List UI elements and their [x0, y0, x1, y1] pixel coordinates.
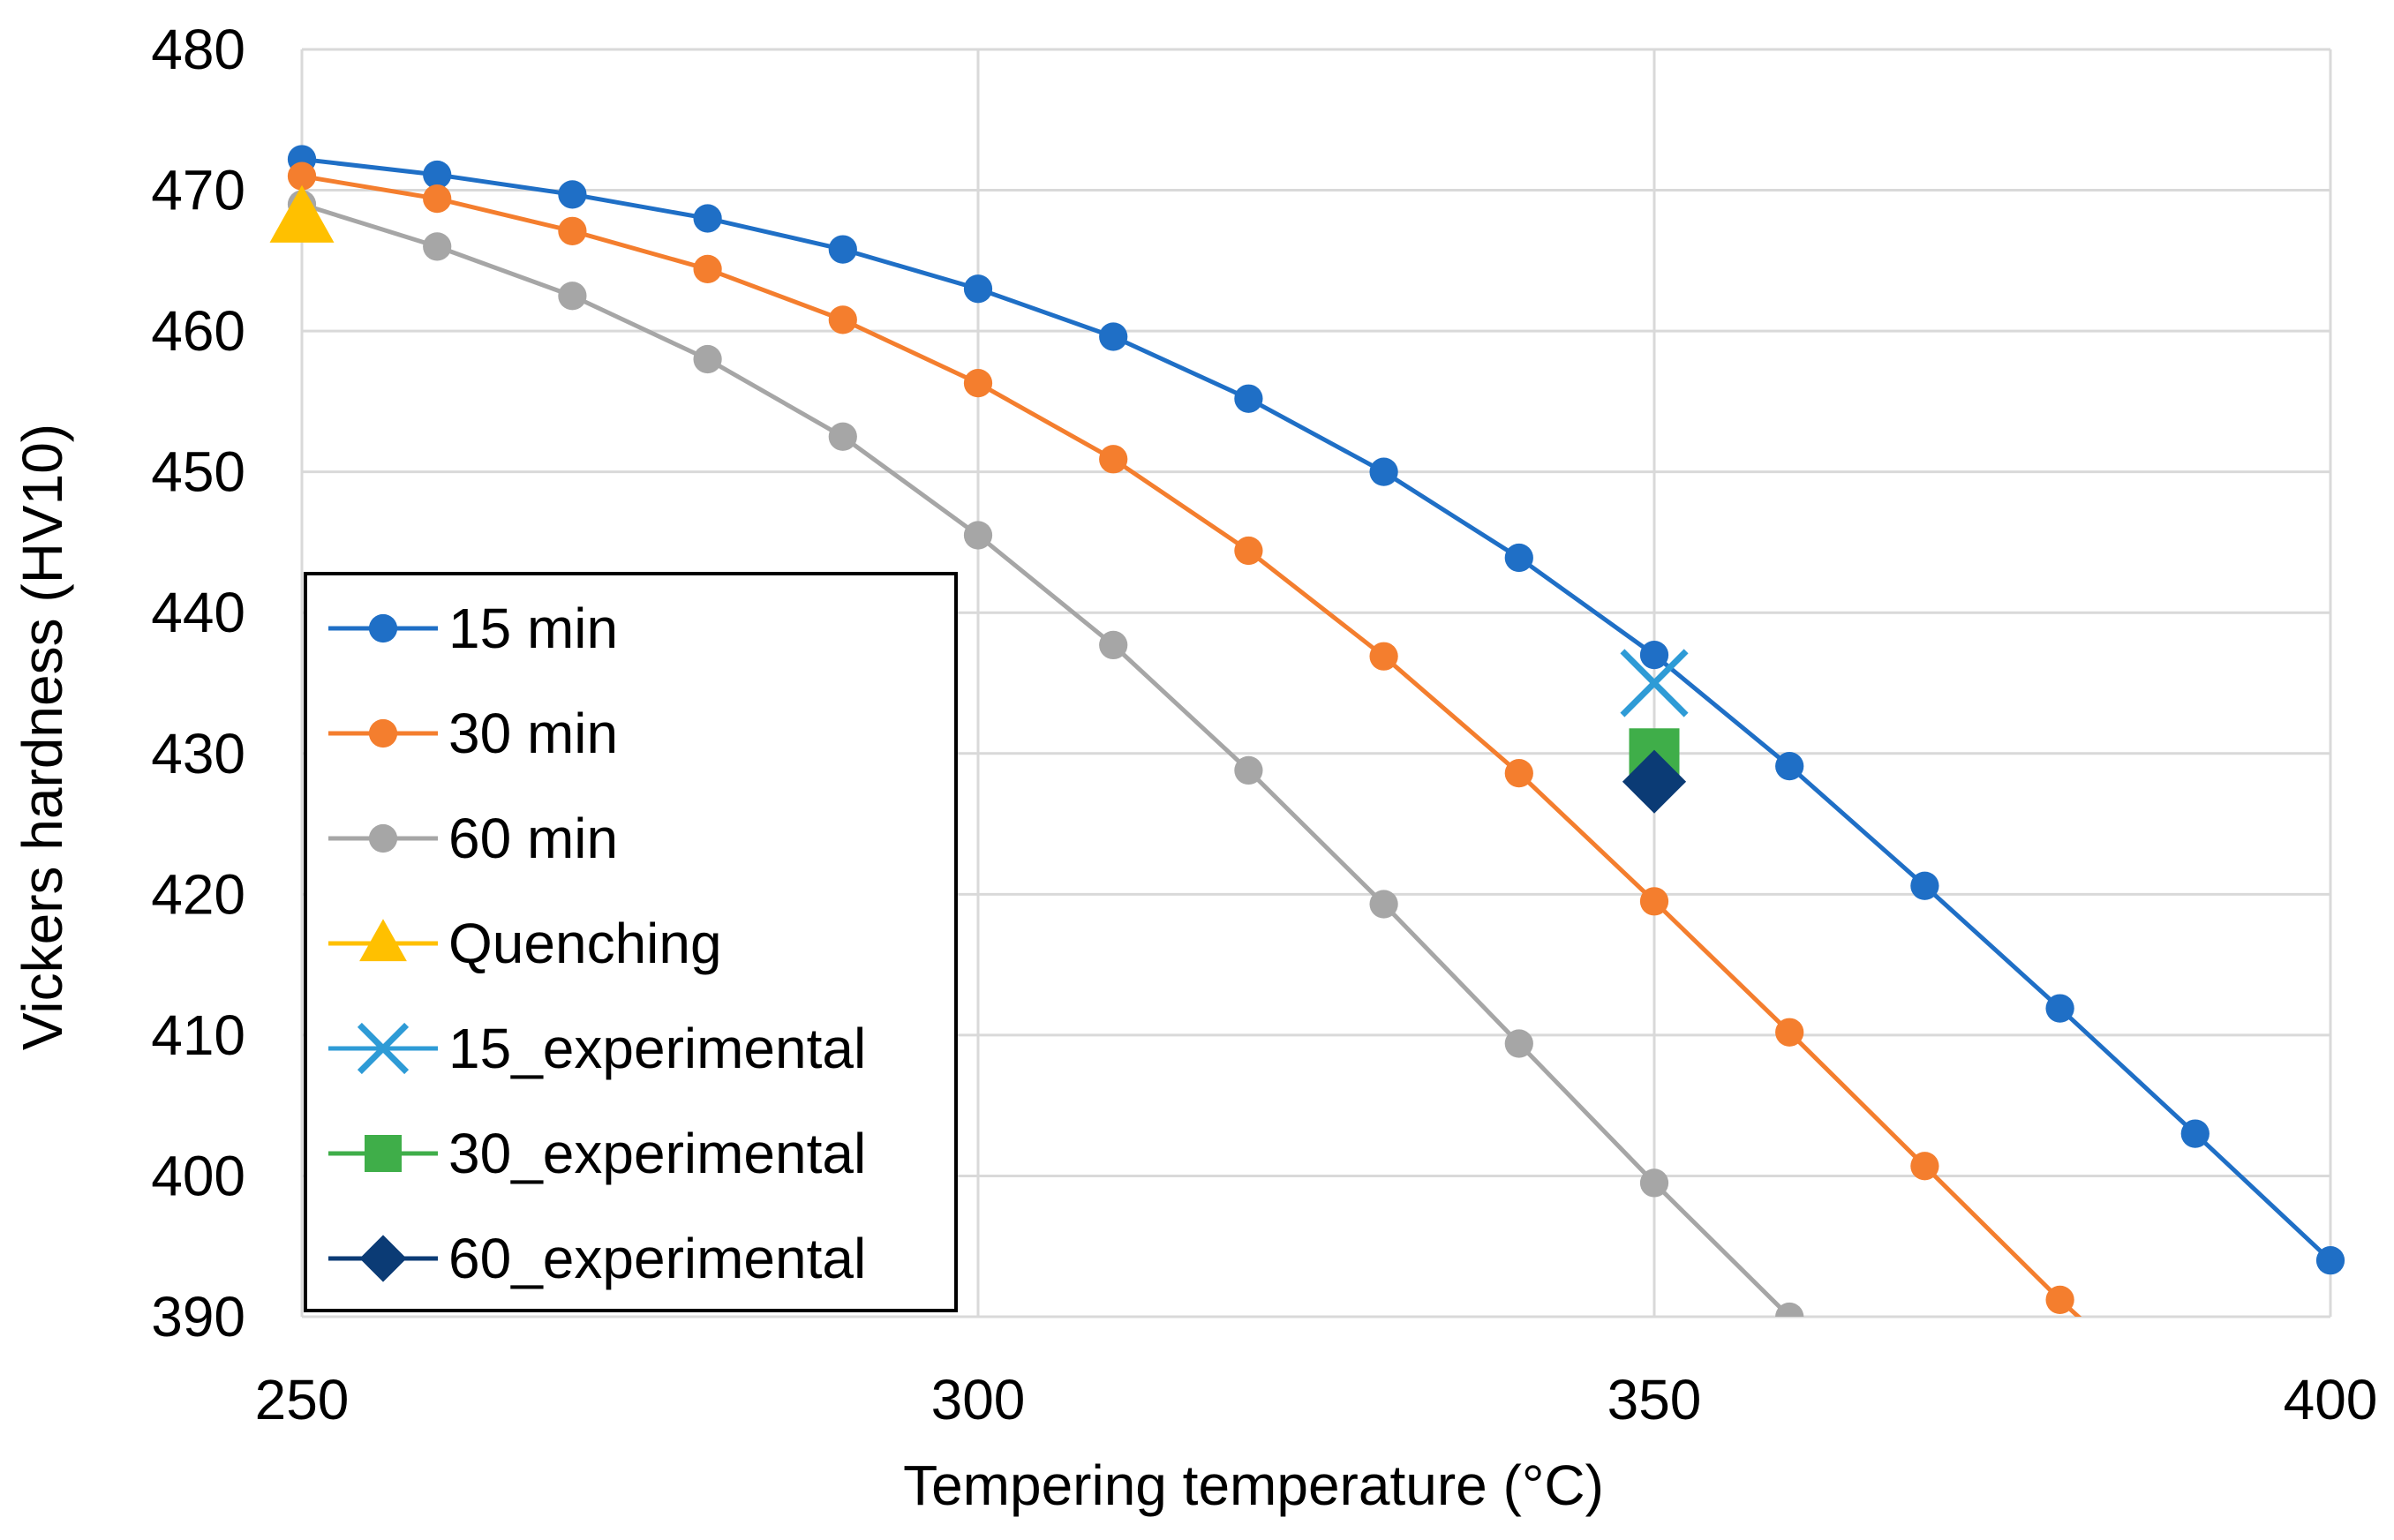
x-axis-title: Tempering temperature (°C) [903, 1454, 1604, 1517]
data-point [1099, 445, 1128, 474]
data-point [1910, 871, 1939, 900]
legend-label: 15 min [448, 597, 618, 660]
series-quenching [269, 184, 335, 243]
legend-swatch-marker [357, 1022, 410, 1075]
data-point [1639, 1168, 1669, 1198]
series-30-min [287, 162, 2082, 1317]
data-point [558, 282, 587, 311]
data-point [423, 160, 452, 190]
legend-entry-15-experimental: 15_experimental [328, 1017, 866, 1080]
data-point [1234, 384, 1263, 413]
series-15-min [287, 145, 2345, 1275]
y-tick-label: 420 [151, 862, 245, 926]
data-point [2315, 1246, 2345, 1275]
data-point [558, 180, 587, 209]
y-tick-label: 470 [151, 159, 245, 222]
legend-swatch-marker [365, 1135, 402, 1172]
data-point [1910, 1152, 1939, 1181]
x-tick-labels: 250 300 350 400 [255, 1368, 2378, 1431]
y-tick-label: 440 [151, 581, 245, 644]
data-point [1775, 752, 1804, 781]
x-tick-label: 300 [931, 1368, 1026, 1431]
series-15-experimental [1620, 649, 1689, 717]
data-point [1639, 640, 1669, 670]
x-tick-label: 400 [2284, 1368, 2378, 1431]
series-line [301, 202, 1791, 1317]
y-tick-label: 400 [151, 1144, 245, 1207]
legend-swatch-marker [368, 613, 398, 643]
data-point [1504, 1029, 1533, 1058]
legend-swatch-marker [368, 718, 398, 748]
series-line [301, 156, 2332, 1263]
data-point [2045, 994, 2074, 1023]
data-point [828, 235, 857, 264]
data-point [2045, 1285, 2074, 1314]
y-tick-label: 450 [151, 440, 245, 504]
data-point [287, 162, 317, 191]
data-point [693, 254, 722, 284]
y-tick-label: 460 [151, 299, 245, 363]
legend-entry-30-min: 30 min [328, 702, 618, 765]
data-point [423, 184, 452, 214]
data-point [1622, 749, 1687, 814]
legend-entry-60-min: 60 min [328, 807, 618, 870]
data-point [828, 422, 857, 451]
legend-label: 30_experimental [448, 1122, 866, 1185]
data-point [1369, 457, 1398, 486]
legend-swatch-marker [359, 919, 407, 962]
data-point [2180, 1119, 2210, 1148]
legend-label: 15_experimental [448, 1017, 866, 1080]
series-layer [269, 145, 2345, 1317]
data-point [558, 216, 587, 245]
data-point [963, 521, 993, 550]
legend-swatch-marker [359, 1235, 407, 1282]
data-point [1234, 536, 1263, 566]
data-point [1775, 1018, 1804, 1047]
y-tick-label: 480 [151, 18, 245, 81]
data-point [1099, 322, 1128, 351]
data-point [1620, 649, 1689, 717]
y-tick-label: 410 [151, 1003, 245, 1067]
y-axis-title: Vickers hardness (HV10) [11, 424, 74, 1050]
x-tick-label: 350 [1607, 1368, 1702, 1431]
data-point [1504, 543, 1533, 573]
data-point [1639, 887, 1669, 916]
series-60-experimental [1622, 749, 1687, 814]
legend-swatch-marker [368, 823, 398, 853]
data-point [963, 274, 993, 304]
data-point [693, 204, 722, 233]
y-tick-labels: 390 400 410 420 430 440 450 460 470 480 [151, 18, 245, 1348]
legend-entry-15-min: 15 min [328, 597, 618, 660]
data-point [269, 184, 335, 243]
data-point [1099, 630, 1128, 660]
data-point [963, 369, 993, 398]
data-point [1775, 1302, 1804, 1317]
legend-entry-30-experimental: 30_experimental [328, 1122, 866, 1185]
data-point [1234, 755, 1263, 785]
y-tick-label: 390 [151, 1285, 245, 1348]
data-point [1369, 890, 1398, 919]
data-point [423, 232, 452, 261]
data-point [1369, 642, 1398, 671]
legend-label: Quenching [448, 912, 722, 975]
legend-label: 60_experimental [448, 1227, 866, 1290]
legend-label: 30 min [448, 702, 618, 765]
data-point [693, 344, 722, 374]
legend: 15 min 30 min 60 min Quenching 15_experiment… [304, 572, 958, 1312]
legend-label: 60 min [448, 807, 618, 870]
data-point [1504, 758, 1533, 788]
x-tick-label: 250 [255, 1368, 350, 1431]
y-tick-label: 430 [151, 722, 245, 785]
legend-entry-quenching: Quenching [328, 912, 722, 975]
legend-entry-60-experimental: 60_experimental [328, 1227, 866, 1290]
data-point [828, 305, 857, 334]
